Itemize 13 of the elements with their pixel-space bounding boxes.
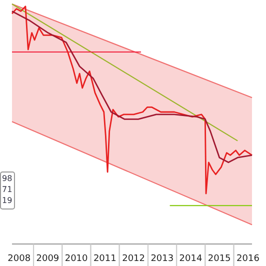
x-tick-label: 2015	[208, 254, 231, 264]
x-tick-label: 2008	[8, 254, 31, 264]
x-tick-label: 2014	[179, 254, 202, 264]
x-tick-label: 2009	[36, 254, 60, 264]
annotation: 71	[2, 185, 12, 194]
annotation: 98	[2, 174, 12, 183]
x-tick-label: 2011	[93, 254, 116, 264]
x-tick-label: 2016	[236, 254, 260, 264]
value-box: 98 71 19	[0, 172, 15, 210]
x-tick-label: 2010	[64, 254, 88, 264]
annotation: 19	[2, 196, 12, 205]
x-tick-label: 2012	[122, 254, 146, 264]
x-tick-label: 2013	[150, 254, 174, 264]
